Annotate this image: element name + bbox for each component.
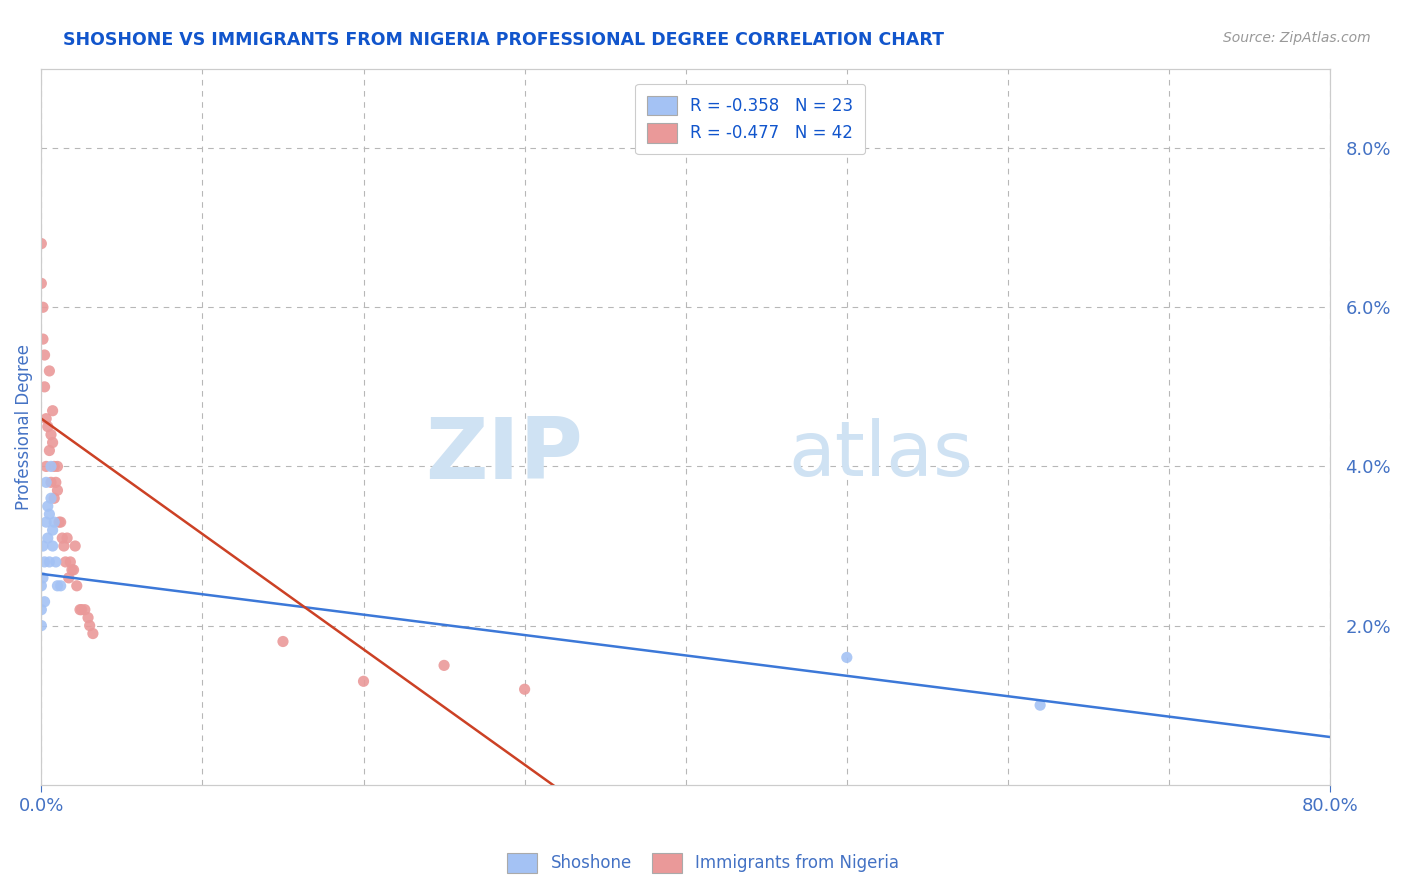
Point [32, 332, 55, 346]
Text: SHOSHONE VS IMMIGRANTS FROM NIGERIA PROFESSIONAL DEGREE CORRELATION CHART: SHOSHONE VS IMMIGRANTS FROM NIGERIA PROF… [63, 31, 945, 49]
Point [39, 491, 62, 506]
Point [77, 610, 100, 624]
Point [38, 364, 60, 378]
Point [34, 348, 56, 362]
Point [30, 579, 52, 593]
Point [34, 380, 56, 394]
Point [56, 531, 79, 545]
Point [62, 563, 84, 577]
Point [37, 531, 59, 545]
Point [52, 539, 75, 553]
Point [38, 555, 60, 569]
Point [513, 682, 536, 697]
Point [38, 443, 60, 458]
Point [63, 539, 86, 553]
Point [30, 236, 52, 251]
Point [46, 579, 69, 593]
Point [73, 602, 96, 616]
Point [39, 475, 62, 490]
Point [271, 634, 294, 648]
Point [44, 491, 66, 506]
Point [60, 563, 83, 577]
Point [46, 483, 69, 498]
Text: Source: ZipAtlas.com: Source: ZipAtlas.com [1223, 31, 1371, 45]
Point [45, 555, 67, 569]
Point [59, 555, 82, 569]
Point [1029, 698, 1052, 713]
Text: atlas: atlas [789, 418, 974, 492]
Point [32, 571, 55, 585]
Point [41, 523, 63, 537]
Point [44, 459, 66, 474]
Point [46, 459, 69, 474]
Text: ZIP: ZIP [425, 414, 582, 497]
Point [66, 579, 89, 593]
Point [30, 602, 52, 616]
Point [51, 531, 73, 545]
Point [35, 411, 58, 425]
Point [32, 539, 55, 553]
Point [44, 515, 66, 529]
Point [35, 475, 58, 490]
Point [49, 515, 72, 529]
Legend: Shoshone, Immigrants from Nigeria: Shoshone, Immigrants from Nigeria [501, 847, 905, 880]
Point [55, 555, 77, 569]
Point [41, 403, 63, 417]
Point [37, 500, 59, 514]
Point [30, 277, 52, 291]
Point [79, 618, 101, 632]
Point [58, 571, 80, 585]
Point [49, 579, 72, 593]
Point [35, 459, 58, 474]
Point [82, 626, 104, 640]
Point [353, 674, 375, 689]
Point [835, 650, 858, 665]
Point [38, 507, 60, 521]
Point [48, 515, 70, 529]
Point [35, 515, 58, 529]
Point [45, 475, 67, 490]
Point [34, 555, 56, 569]
Y-axis label: Professional Degree: Professional Degree [15, 343, 32, 509]
Point [39, 427, 62, 442]
Point [41, 539, 63, 553]
Point [70, 602, 93, 616]
Point [69, 602, 91, 616]
Legend: R = -0.358   N = 23, R = -0.477   N = 42: R = -0.358 N = 23, R = -0.477 N = 42 [636, 84, 865, 154]
Point [37, 419, 59, 434]
Point [41, 435, 63, 450]
Point [32, 300, 55, 314]
Point [34, 595, 56, 609]
Point [433, 658, 456, 673]
Point [30, 618, 52, 632]
Point [39, 459, 62, 474]
